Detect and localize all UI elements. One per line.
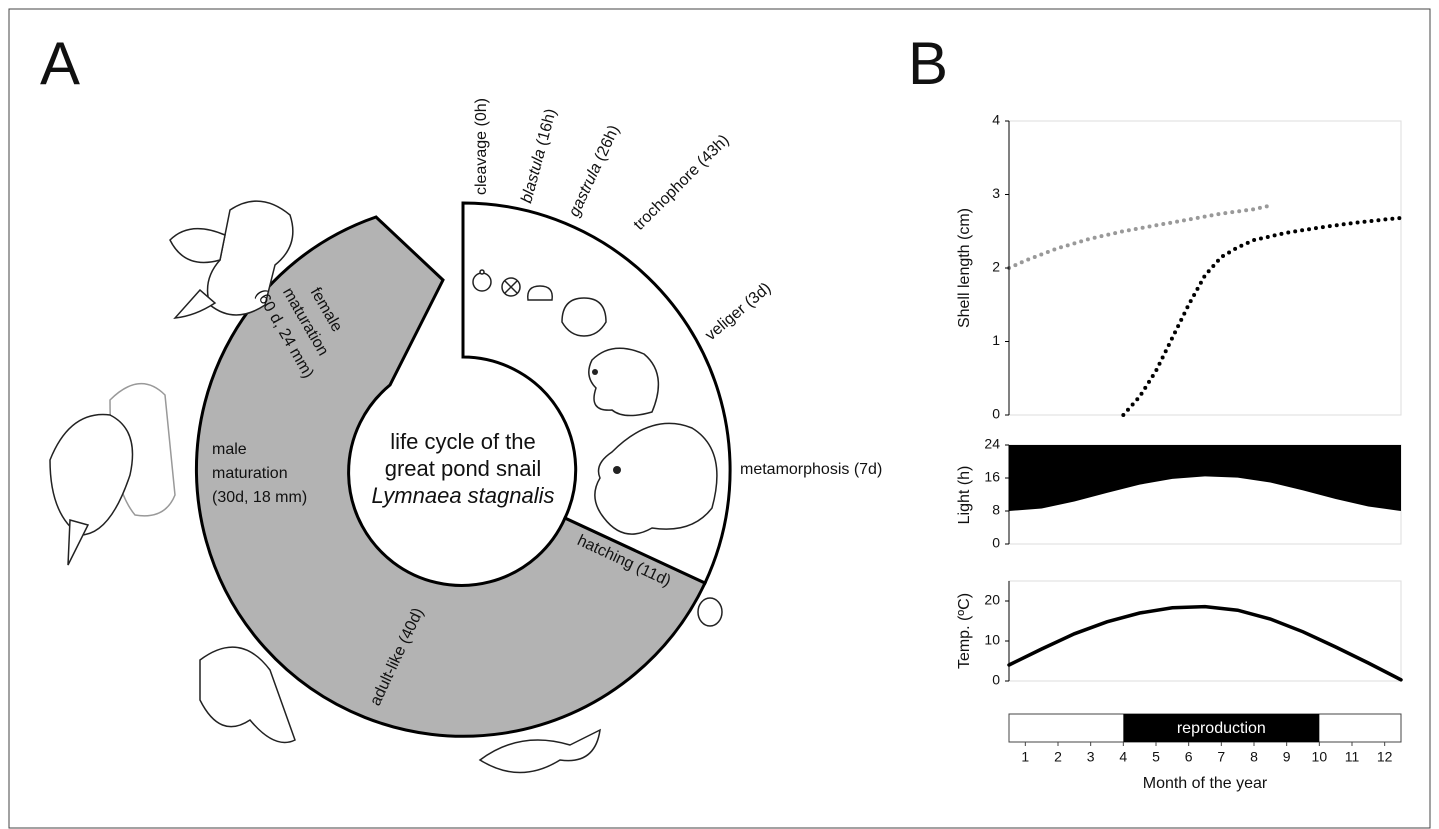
y-tick-label: 20 — [984, 592, 1000, 608]
y-tick-label: 8 — [992, 502, 1000, 518]
center-text: great pond snail — [385, 456, 542, 481]
x-tick-label: 4 — [1119, 749, 1127, 765]
plot-frame — [1009, 121, 1401, 415]
stage-name: gastrula — [566, 161, 606, 220]
stage-name: trochophore — [631, 161, 703, 233]
line — [1009, 607, 1401, 680]
x-tick-label: 6 — [1185, 749, 1193, 765]
y-tick-label: 1 — [992, 332, 1000, 348]
y-axis-label: Light (h) — [956, 466, 973, 525]
y-tick-label: 4 — [992, 112, 1000, 128]
area — [1009, 445, 1401, 511]
y-tick-label: 3 — [992, 185, 1000, 201]
y-tick-label: 2 — [992, 259, 1000, 275]
line — [1123, 218, 1401, 415]
chart: 0 10 20 Temp. (ºC) — [956, 581, 1401, 688]
stage-name: metamorphosis — [740, 461, 849, 478]
x-tick-label: 8 — [1250, 749, 1258, 765]
x-tick-label: 12 — [1377, 749, 1393, 765]
center-text: life cycle of the — [390, 429, 536, 454]
phase-line: male — [212, 441, 247, 458]
stage-time: (3d) — [742, 280, 775, 311]
stage-label: trochophore (43h) — [631, 132, 733, 234]
x-tick-label: 3 — [1087, 749, 1095, 765]
panel-label: A — [40, 30, 80, 97]
y-axis-label: Temp. (ºC) — [956, 593, 973, 669]
stage-name: blastula — [519, 147, 550, 205]
y-tick-label: 24 — [984, 436, 1000, 452]
stage-time: (43h) — [694, 132, 732, 170]
figure: A B life cycle of thegreat pond snailLym… — [0, 0, 1439, 829]
x-tick-label: 9 — [1283, 749, 1291, 765]
phase-line: maturation — [212, 465, 288, 482]
stage-time: (7d) — [854, 461, 882, 478]
stage-time: (16h) — [534, 107, 560, 147]
stage-time: (26h) — [592, 123, 623, 164]
x-tick-label: 10 — [1312, 749, 1328, 765]
chart: 0 8 16 24 Light (h) — [956, 436, 1401, 551]
y-tick-label: 10 — [984, 632, 1000, 648]
stage-label: blastula (16h) — [519, 107, 561, 205]
y-tick-label: 16 — [984, 469, 1000, 485]
stage-label: gastrula (26h) — [566, 123, 623, 220]
line — [1009, 206, 1270, 268]
plot-frame — [1009, 581, 1401, 681]
stage-time: (0h) — [473, 98, 490, 126]
chart: 0 1 2 3 4 Shell length (cm) — [956, 112, 1401, 422]
y-tick-label: 0 — [992, 535, 1000, 551]
x-tick-label: 7 — [1217, 749, 1225, 765]
stage-label: veliger (3d) — [702, 280, 774, 344]
y-axis-label: Shell length (cm) — [956, 208, 973, 328]
x-tick-label: 2 — [1054, 749, 1062, 765]
x-tick-label: 1 — [1021, 749, 1029, 765]
x-tick-label: 5 — [1152, 749, 1160, 765]
center-text: Lymnaea stagnalis — [371, 483, 554, 508]
x-axis-label: Month of the year — [1143, 775, 1268, 792]
stage-label: metamorphosis (7d) — [740, 461, 882, 478]
x-tick-label: 11 — [1345, 749, 1360, 765]
y-tick-label: 0 — [992, 406, 1000, 422]
y-tick-label: 0 — [992, 672, 1000, 688]
range-label: reproduction — [1177, 720, 1266, 737]
stage-name: veliger — [702, 301, 750, 345]
stage-label: cleavage (0h) — [473, 98, 490, 195]
phase-line: (30d, 18 mm) — [212, 489, 307, 506]
stage-name: cleavage — [473, 131, 490, 195]
panel-label: B — [908, 30, 948, 97]
